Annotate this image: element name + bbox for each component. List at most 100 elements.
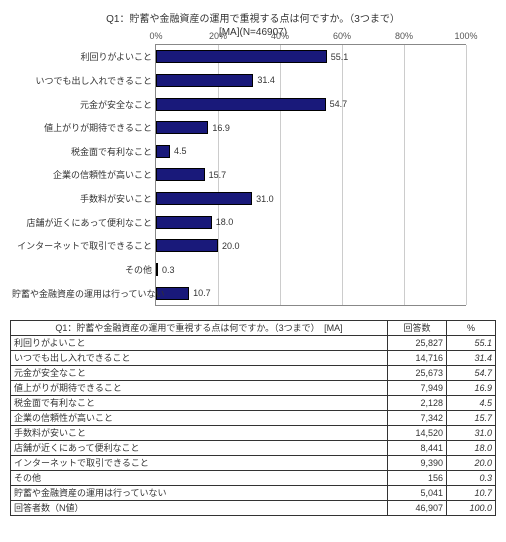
bar-value-label: 0.3: [162, 265, 175, 275]
bar-row: 貯蓄や金融資産の運用は行っていない10.7: [156, 281, 466, 305]
cell-count: 7,949: [388, 381, 447, 396]
table-row: インターネットで取引できること9,39020.0: [11, 456, 496, 471]
bar-category-label: 店舗が近くにあって便利なこと: [12, 216, 156, 229]
cell-pct: 54.7: [447, 366, 496, 381]
table-row: いつでも出し入れできること14,71631.4: [11, 351, 496, 366]
cell-category: 手数料が安いこと: [11, 426, 388, 441]
table-row: 値上がりが期待できること7,94916.9: [11, 381, 496, 396]
bar-row: 企業の信頼性が高いこと15.7: [156, 163, 466, 187]
bar-category-label: 値上がりが期待できること: [12, 121, 156, 134]
cell-count: 5,041: [388, 486, 447, 501]
bar: [156, 239, 218, 252]
bar-value-label: 31.0: [256, 194, 274, 204]
x-tick: 0%: [149, 31, 162, 41]
bar-row: 店舗が近くにあって便利なこと18.0: [156, 210, 466, 234]
cell-pct: 31.4: [447, 351, 496, 366]
gridline: [466, 45, 467, 305]
x-tick: 80%: [395, 31, 413, 41]
bar-row: インターネットで取引できること20.0: [156, 234, 466, 258]
table-footer-row: 回答者数（N値）46,907100.0: [11, 501, 496, 516]
bar: [156, 98, 326, 111]
bar-value-label: 18.0: [216, 217, 234, 227]
cell-pct: 55.1: [447, 336, 496, 351]
cell-count: 8,441: [388, 441, 447, 456]
cell-category: 値上がりが期待できること: [11, 381, 388, 396]
bar-category-label: インターネットで取引できること: [12, 239, 156, 252]
table-row: 手数料が安いこと14,52031.0: [11, 426, 496, 441]
bar: [156, 74, 253, 87]
bar-category-label: 手数料が安いこと: [12, 192, 156, 205]
bar: [156, 145, 170, 158]
bar-row: 値上がりが期待できること16.9: [156, 116, 466, 140]
bar-row: 利回りがよいこと55.1: [156, 45, 466, 69]
bar-row: その他0.3: [156, 258, 466, 282]
bar-category-label: 元金が安全なこと: [12, 98, 156, 111]
x-tick: 40%: [271, 31, 289, 41]
bar-category-label: いつでも出し入れできること: [12, 74, 156, 87]
bar-category-label: その他: [12, 263, 156, 276]
bar-value-label: 4.5: [174, 146, 187, 156]
cell-category: 店舗が近くにあって便利なこと: [11, 441, 388, 456]
bar-row: 税金面で有利なこと4.5: [156, 140, 466, 164]
cell-category: 貯蓄や金融資産の運用は行っていない: [11, 486, 388, 501]
table-row: 貯蓄や金融資産の運用は行っていない5,04110.7: [11, 486, 496, 501]
bar-chart: 0%20%40%60%80%100%利回りがよいこと55.1いつでも出し入れでき…: [10, 44, 496, 306]
cell-count: 156: [388, 471, 447, 486]
cell-count: 46,907: [388, 501, 447, 516]
table-row: 企業の信頼性が高いこと7,34215.7: [11, 411, 496, 426]
chart-title-line1: Q1：貯蓄や金融資産の運用で重視する点は何ですか。（3つまで）: [10, 10, 496, 25]
table-row: 店舗が近くにあって便利なこと8,44118.0: [11, 441, 496, 456]
x-tick: 60%: [333, 31, 351, 41]
bar-row: いつでも出し入れできること31.4: [156, 69, 466, 93]
data-table: Q1：貯蓄や金融資産の運用で重視する点は何ですか。（3つまで） [MA] 回答数…: [10, 320, 496, 516]
bar: [156, 263, 158, 276]
cell-category: 企業の信頼性が高いこと: [11, 411, 388, 426]
bar-category-label: 貯蓄や金融資産の運用は行っていない: [12, 287, 156, 300]
table-row: 税金面で有利なこと2,1284.5: [11, 396, 496, 411]
table-row: 元金が安全なこと25,67354.7: [11, 366, 496, 381]
cell-category: 税金面で有利なこと: [11, 396, 388, 411]
bar-value-label: 54.7: [330, 99, 348, 109]
bar-value-label: 55.1: [331, 52, 349, 62]
bar: [156, 168, 205, 181]
cell-category: いつでも出し入れできること: [11, 351, 388, 366]
cell-pct: 100.0: [447, 501, 496, 516]
cell-count: 25,827: [388, 336, 447, 351]
bar-category-label: 利回りがよいこと: [12, 50, 156, 63]
cell-count: 14,716: [388, 351, 447, 366]
cell-pct: 15.7: [447, 411, 496, 426]
table-row: 利回りがよいこと25,82755.1: [11, 336, 496, 351]
table-row: その他1560.3: [11, 471, 496, 486]
cell-category: その他: [11, 471, 388, 486]
chart-title-line2: [MA](N=46907): [10, 27, 496, 38]
cell-count: 9,390: [388, 456, 447, 471]
bar-row: 元金が安全なこと54.7: [156, 92, 466, 116]
cell-pct: 18.0: [447, 441, 496, 456]
cell-pct: 20.0: [447, 456, 496, 471]
bar-value-label: 20.0: [222, 241, 240, 251]
cell-count: 7,342: [388, 411, 447, 426]
bar: [156, 216, 212, 229]
cell-category: 利回りがよいこと: [11, 336, 388, 351]
cell-pct: 31.0: [447, 426, 496, 441]
bar-category-label: 税金面で有利なこと: [12, 145, 156, 158]
bar: [156, 50, 327, 63]
cell-pct: 10.7: [447, 486, 496, 501]
cell-category: 元金が安全なこと: [11, 366, 388, 381]
table-header-question: Q1：貯蓄や金融資産の運用で重視する点は何ですか。（3つまで） [MA]: [11, 321, 388, 336]
cell-pct: 4.5: [447, 396, 496, 411]
table-header-row: Q1：貯蓄や金融資産の運用で重視する点は何ですか。（3つまで） [MA] 回答数…: [11, 321, 496, 336]
bar-value-label: 31.4: [257, 75, 275, 85]
bar: [156, 192, 252, 205]
bar: [156, 121, 208, 134]
bar-row: 手数料が安いこと31.0: [156, 187, 466, 211]
bar-value-label: 16.9: [212, 123, 230, 133]
table-header-pct: %: [447, 321, 496, 336]
bar-value-label: 15.7: [209, 170, 227, 180]
x-tick: 100%: [454, 31, 477, 41]
x-tick: 20%: [209, 31, 227, 41]
bar-value-label: 10.7: [193, 288, 211, 298]
cell-count: 2,128: [388, 396, 447, 411]
cell-count: 25,673: [388, 366, 447, 381]
table-header-count: 回答数: [388, 321, 447, 336]
